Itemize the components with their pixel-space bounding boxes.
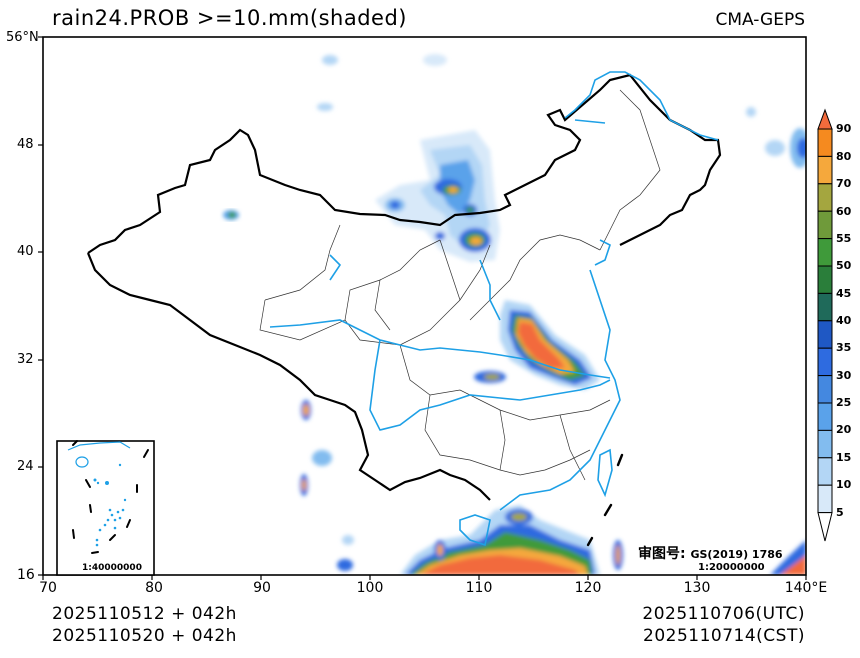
colorbar-label-70: 70 xyxy=(836,177,852,190)
colorbar-label-10: 10 xyxy=(836,478,852,491)
x-tick-130: 130 xyxy=(683,580,711,596)
page-title: rain24.PROB >=10.mm(shaded) xyxy=(52,6,407,30)
colorbar xyxy=(817,108,833,542)
y-tick-32: 32 xyxy=(17,352,34,367)
colorbar-label-20: 20 xyxy=(836,423,852,436)
valid-time-utc: 2025110706(UTC) xyxy=(642,604,805,624)
china-border xyxy=(86,71,722,547)
x-tick-80: 80 xyxy=(145,580,163,596)
y-tick-56: 56°N xyxy=(6,30,39,45)
x-tick-120: 120 xyxy=(574,580,602,596)
colorbar-label-30: 30 xyxy=(836,369,852,382)
model-label: CMA-GEPS xyxy=(715,10,805,30)
inset-scale: 1:40000000 xyxy=(82,563,142,573)
y-tick-40: 40 xyxy=(17,244,34,259)
y-tick-48: 48 xyxy=(17,137,34,152)
colorbar-label-55: 55 xyxy=(836,232,852,245)
y-tick-24: 24 xyxy=(17,459,34,474)
colorbar-label-25: 25 xyxy=(836,396,852,409)
init-time-cst: 2025110520 + 042h xyxy=(52,626,237,646)
colorbar-label-90: 90 xyxy=(836,122,852,135)
main-scale: 1:20000000 xyxy=(698,562,765,573)
inset-map xyxy=(56,440,155,576)
colorbar-label-40: 40 xyxy=(836,314,852,327)
x-tick-140: 140°E xyxy=(784,580,828,596)
x-tick-110: 110 xyxy=(465,580,493,596)
colorbar-label-15: 15 xyxy=(836,451,852,464)
valid-time-cst: 2025110714(CST) xyxy=(643,626,805,646)
review-label: 审图号: xyxy=(638,546,686,562)
precip-shading xyxy=(223,54,806,575)
colorbar-label-80: 80 xyxy=(836,150,852,163)
init-time-utc: 2025110512 + 042h xyxy=(52,604,237,624)
colorbar-label-50: 50 xyxy=(836,259,852,272)
review-number: GS(2019) 1786 xyxy=(690,548,783,561)
colorbar-label-5: 5 xyxy=(836,506,844,519)
colorbar-label-45: 45 xyxy=(836,287,852,300)
colorbar-label-35: 35 xyxy=(836,341,852,354)
map-review-number: 审图号: GS(2019) 1786 xyxy=(638,543,783,563)
colorbar-label-60: 60 xyxy=(836,205,852,218)
y-tick-16: 16 xyxy=(17,567,35,583)
x-tick-70: 70 xyxy=(39,580,57,596)
x-tick-100: 100 xyxy=(356,580,384,596)
x-tick-90: 90 xyxy=(253,580,271,596)
